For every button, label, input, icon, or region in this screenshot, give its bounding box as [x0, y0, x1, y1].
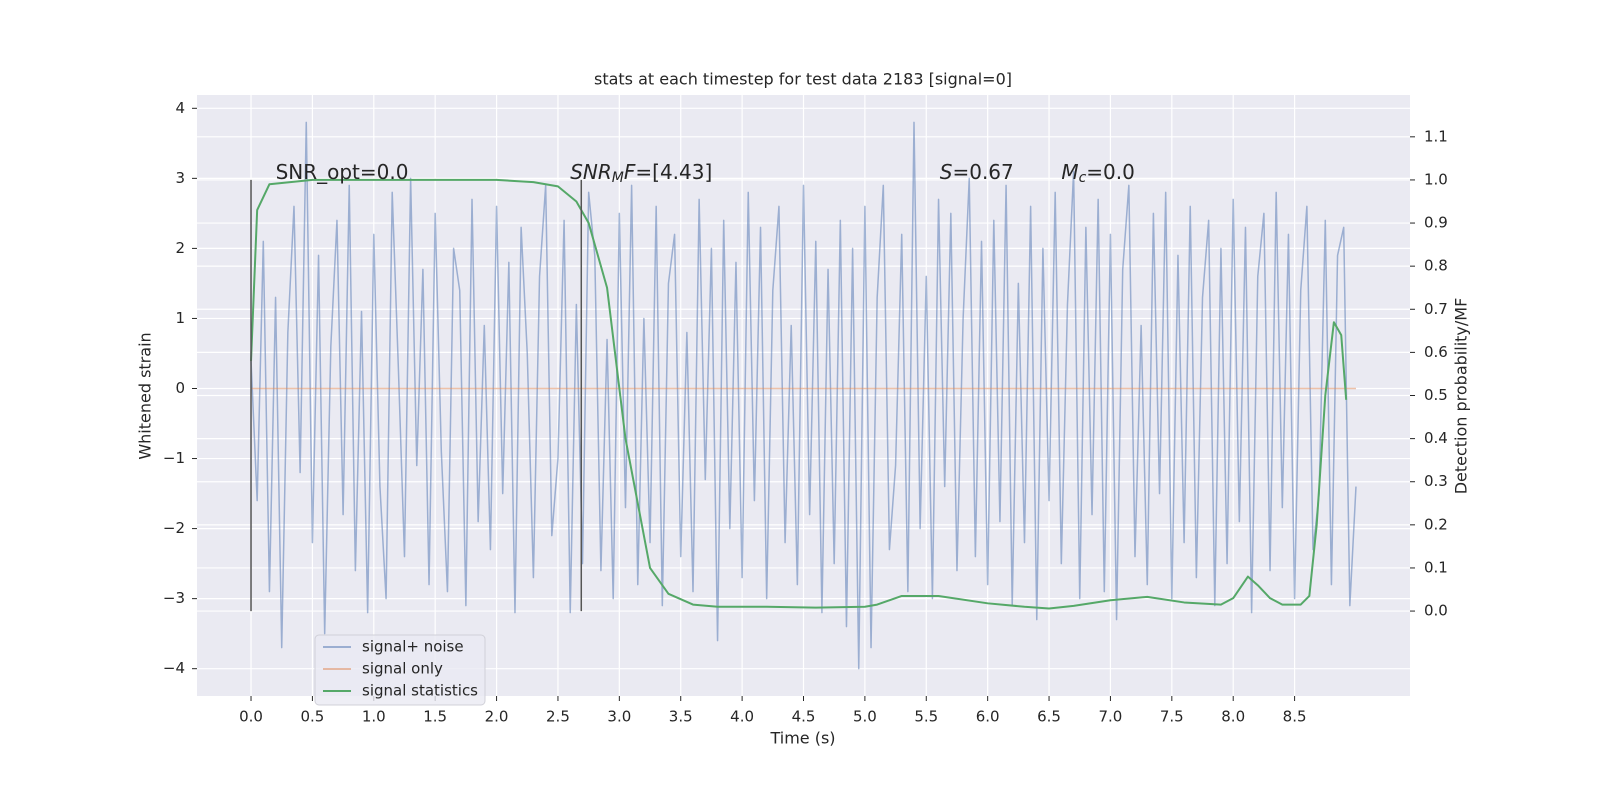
y2-axis-title: Detection probability/MF [1452, 298, 1471, 495]
x-tick-label: 7.5 [1160, 708, 1184, 726]
annotation-part: M [612, 170, 624, 186]
y-tick-label: 2 [175, 239, 185, 257]
x-tick-label: 3.0 [607, 708, 631, 726]
y2-tick-label: 0.2 [1424, 515, 1448, 533]
y2-tick-label: 0.9 [1424, 214, 1448, 232]
x-tick-label: 6.0 [976, 708, 1000, 726]
annotation-part: F [624, 160, 636, 184]
x-tick-label: 8.5 [1283, 708, 1307, 726]
annotation: Mc=0.0 [1061, 160, 1135, 187]
annotation-part: SNR [570, 160, 612, 184]
y2-tick-label: 1.1 [1424, 127, 1448, 145]
x-tick-label: 2.0 [485, 708, 509, 726]
annotation-part: =[4.43] [635, 160, 712, 184]
y2-tick-label: 0.8 [1424, 257, 1448, 275]
x-tick-label: 7.0 [1099, 708, 1123, 726]
y-tick-label: 0 [175, 379, 185, 397]
x-tick-label: 5.5 [914, 708, 938, 726]
y2-tick-label: 1.0 [1424, 170, 1448, 188]
y2-tick-label: 0.4 [1424, 429, 1448, 447]
legend-label: signal only [362, 660, 443, 678]
annotation-part: c [1079, 170, 1087, 186]
grid [197, 95, 1410, 696]
y-tick-label: −4 [163, 659, 185, 677]
x-tick-label: 0.5 [300, 708, 324, 726]
y-tick-label: −2 [163, 519, 185, 537]
marks [250, 121, 1357, 670]
x-tick-label: 4.5 [792, 708, 816, 726]
annotation-part: S [940, 160, 953, 184]
y2-tick-label: 0.5 [1424, 386, 1448, 404]
y-tick-label: 4 [175, 99, 185, 117]
y-axis-title: Whitened strain [136, 332, 155, 459]
y-tick-label: 3 [175, 169, 185, 187]
annotation-part: M [1061, 160, 1078, 184]
legend-label: signal+ noise [362, 638, 464, 656]
x-tick-label: 8.0 [1221, 708, 1245, 726]
x-tick-label: 1.5 [423, 708, 447, 726]
annotation-part: =0.0 [1086, 160, 1135, 184]
y2-tick-label: 0.7 [1424, 300, 1448, 318]
x-axis-title: Time (s) [769, 729, 835, 748]
annotation: SNR_opt=0.0 [276, 160, 409, 184]
y2-tick-label: 0.1 [1424, 558, 1448, 576]
annotation-part: SNR_opt=0.0 [276, 160, 409, 184]
legend-label: signal statistics [362, 682, 478, 700]
y-tick-label: 1 [175, 309, 185, 327]
x-tick-label: 4.0 [730, 708, 754, 726]
y2-tick-label: 0.6 [1424, 343, 1448, 361]
annotation: S=0.67 [940, 160, 1014, 184]
x-tick-label: 0.0 [239, 708, 263, 726]
series-line [250, 121, 1357, 670]
x-tick-label: 2.5 [546, 708, 570, 726]
y-tick-label: −3 [163, 589, 185, 607]
y2-tick-label: 0.3 [1424, 472, 1448, 490]
x-tick-label: 6.5 [1037, 708, 1061, 726]
chart-title: stats at each timestep for test data 218… [594, 70, 1012, 89]
annotation-part: =0.67 [952, 160, 1013, 184]
y2-tick-label: 0.0 [1424, 602, 1448, 620]
annotation: SNRMF=[4.43] [570, 160, 712, 187]
legend-box [314, 634, 486, 706]
y-tick-label: −1 [163, 449, 185, 467]
x-tick-label: 5.0 [853, 708, 877, 726]
x-tick-label: 3.5 [669, 708, 693, 726]
x-tick-label: 1.0 [362, 708, 386, 726]
series-line [250, 178, 1348, 610]
